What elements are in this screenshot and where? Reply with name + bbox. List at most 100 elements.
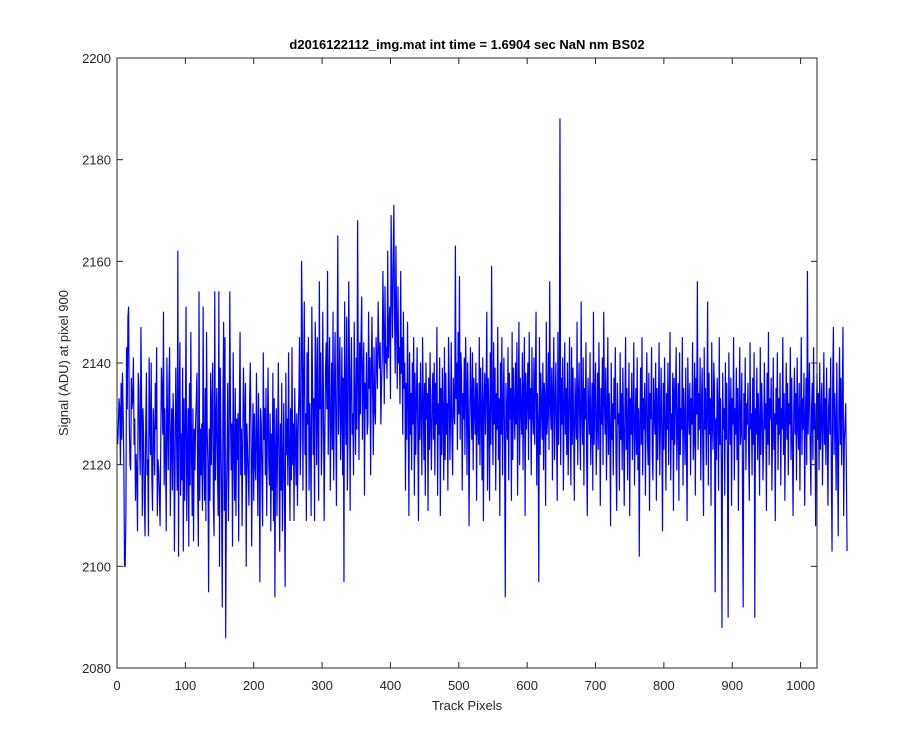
- data-point: [477, 423, 478, 424]
- data-point: [123, 459, 124, 460]
- data-point: [531, 347, 532, 348]
- data-point: [274, 596, 275, 597]
- data-point: [532, 413, 533, 414]
- data-point: [130, 469, 131, 470]
- data-point: [278, 464, 279, 465]
- data-point: [715, 591, 716, 592]
- data-point: [296, 484, 297, 485]
- data-point: [159, 495, 160, 496]
- data-point: [601, 423, 602, 424]
- data-point: [520, 408, 521, 409]
- data-point: [541, 408, 542, 409]
- data-point: [378, 301, 379, 302]
- data-point: [222, 606, 223, 607]
- data-point: [223, 322, 224, 323]
- data-point: [747, 423, 748, 424]
- data-point: [471, 398, 472, 399]
- data-point: [616, 510, 617, 511]
- data-point: [751, 413, 752, 414]
- data-point: [354, 322, 355, 323]
- data-point: [712, 423, 713, 424]
- data-point: [328, 383, 329, 384]
- data-point: [514, 439, 515, 440]
- data-point: [757, 459, 758, 460]
- y-axis: 2080 2100 2120 2140 2160 2180 2200: [82, 51, 817, 676]
- data-point: [711, 342, 712, 343]
- data-point: [534, 444, 535, 445]
- data-point: [430, 428, 431, 429]
- data-point: [217, 474, 218, 475]
- data-point: [505, 383, 506, 384]
- data-point: [790, 347, 791, 348]
- data-point: [365, 383, 366, 384]
- data-point: [732, 423, 733, 424]
- data-point: [769, 464, 770, 465]
- data-point: [614, 418, 615, 419]
- data-point: [172, 489, 173, 490]
- data-point: [474, 408, 475, 409]
- data-point: [214, 291, 215, 292]
- data-point: [668, 464, 669, 465]
- data-point: [706, 464, 707, 465]
- data-point: [258, 393, 259, 394]
- data-point: [220, 434, 221, 435]
- data-point: [199, 500, 200, 501]
- data-point: [261, 423, 262, 424]
- data-point: [236, 418, 237, 419]
- data-point: [568, 474, 569, 475]
- data-point: [250, 428, 251, 429]
- data-point: [687, 520, 688, 521]
- data-point: [401, 373, 402, 374]
- data-point: [537, 423, 538, 424]
- data-point: [516, 342, 517, 343]
- data-point: [466, 474, 467, 475]
- data-point: [512, 459, 513, 460]
- data-point: [665, 489, 666, 490]
- data-point: [612, 403, 613, 404]
- data-point: [290, 408, 291, 409]
- data-point: [396, 322, 397, 323]
- data-point: [187, 454, 188, 455]
- data-point: [772, 434, 773, 435]
- data-point: [167, 423, 168, 424]
- data-point: [405, 489, 406, 490]
- data-point: [835, 423, 836, 424]
- data-point: [819, 362, 820, 363]
- data-point: [640, 367, 641, 368]
- data-point: [556, 428, 557, 429]
- data-point: [497, 327, 498, 328]
- data-point: [733, 337, 734, 338]
- data-point: [386, 378, 387, 379]
- data-point: [200, 428, 201, 429]
- data-point: [429, 449, 430, 450]
- data-point: [758, 393, 759, 394]
- data-point: [652, 479, 653, 480]
- data-point: [814, 403, 815, 404]
- data-point: [514, 408, 515, 409]
- data-point: [611, 362, 612, 363]
- data-point: [588, 408, 589, 409]
- data-point: [191, 454, 192, 455]
- data-point: [460, 352, 461, 353]
- data-point: [803, 373, 804, 374]
- data-point: [501, 337, 502, 338]
- x-tick-label: 1000: [786, 678, 815, 693]
- data-point: [673, 510, 674, 511]
- data-point: [671, 413, 672, 414]
- data-point: [490, 352, 491, 353]
- data-point: [161, 367, 162, 368]
- data-point: [252, 454, 253, 455]
- data-point: [446, 434, 447, 435]
- data-point: [671, 439, 672, 440]
- data-point: [694, 362, 695, 363]
- data-point: [125, 566, 126, 567]
- data-point: [242, 444, 243, 445]
- data-point: [120, 464, 121, 465]
- data-point: [742, 484, 743, 485]
- data-point: [691, 398, 692, 399]
- data-point: [708, 373, 709, 374]
- data-point: [383, 332, 384, 333]
- data-point: [839, 347, 840, 348]
- data-point: [305, 413, 306, 414]
- data-point: [325, 373, 326, 374]
